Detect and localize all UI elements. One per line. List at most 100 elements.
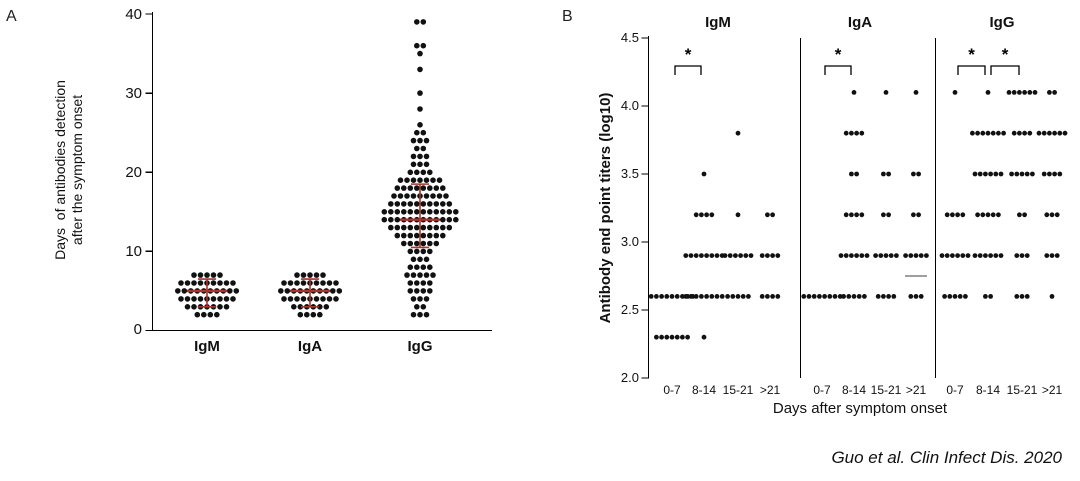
data-dot [420,201,427,207]
data-dot [918,294,924,299]
data-dot [178,296,184,302]
data-dot [775,294,781,299]
data-dot [983,253,988,258]
data-dot [417,90,423,96]
data-dot [417,122,423,128]
data-dot [427,224,433,231]
data-dot [287,296,294,302]
data-dot [407,288,414,294]
data-dot [806,294,812,299]
data-dot [1014,294,1020,299]
data-dot [310,311,317,318]
data-dot [446,224,453,231]
data-dot [420,185,427,191]
data-dot [1049,294,1055,299]
data-dot [410,161,417,168]
panel-b-iga-xtick-8-14: 8-14 [841,383,867,397]
data-dot [983,294,988,299]
data-dot [759,294,765,299]
panel-b-iga-xtick-gt21: >21 [905,383,927,397]
data-dot [1057,130,1063,136]
data-dot [381,216,388,223]
data-dot [420,129,427,136]
data-dot [985,130,991,136]
data-dot [217,296,223,302]
data-dot [394,185,401,191]
data-dot [693,212,699,218]
data-dot [191,296,197,302]
data-dot [420,304,427,310]
data-dot [407,185,414,191]
data-dot [394,201,401,207]
data-dot [227,288,233,294]
data-dot [433,201,440,207]
data-dot [827,294,833,299]
data-dot [313,296,320,302]
panel-b-igm-xtick-15-21: 15-21 [722,383,754,397]
data-dot [1054,253,1060,258]
data-dot [1027,90,1033,95]
data-dot [746,294,751,299]
data-dot [854,171,859,177]
data-dot [735,294,741,299]
data-dot [330,288,336,294]
data-dot [281,296,287,302]
data-dot [846,294,852,299]
panel-b-ytick-45: 4.5 [620,30,639,45]
data-dot [875,294,881,299]
data-dot [908,253,914,258]
data-dot [201,311,207,318]
data-dot [1036,130,1042,136]
data-dot [414,19,420,25]
data-dot [674,334,680,340]
panel-a-y-axis-title-line2: after the symptom onset [69,94,85,246]
data-dot [1022,130,1027,136]
data-dot [175,288,181,294]
data-dot [417,137,423,144]
data-dot [975,212,980,218]
data-dot [765,294,770,299]
data-dot [407,201,414,207]
data-dot [197,296,204,302]
data-dot [765,253,770,258]
data-dot [680,294,685,299]
data-dot [417,66,423,73]
data-dot [397,177,404,183]
data-dot [427,185,433,191]
data-dot [944,253,950,258]
data-dot [326,280,333,286]
data-dot [685,334,690,340]
data-dot [699,253,704,258]
data-dot [433,185,440,191]
data-dot [391,193,397,199]
data-dot [970,130,975,136]
data-dot [181,288,188,294]
data-dot [440,201,446,207]
data-dot [414,304,420,310]
data-dot [453,209,459,215]
data-dot [985,212,991,218]
data-dot [654,334,659,340]
data-dot [1054,212,1060,218]
data-dot [886,171,891,177]
data-dot [404,177,410,183]
data-dot [1049,253,1055,258]
data-dot [191,280,197,286]
data-dot [326,296,333,302]
data-dot [738,253,743,258]
data-dot [407,248,414,255]
data-dot [410,272,417,278]
data-dot [1017,130,1022,136]
data-dot [423,256,430,263]
data-dot [980,212,986,218]
data-dot [414,248,420,255]
data-dot [433,232,440,239]
data-dot [911,171,916,177]
data-dot [401,201,407,207]
data-dot [401,185,407,191]
data-dot [440,216,446,223]
data-dot [394,209,401,215]
panel-a-category-iga: IgA [297,338,323,355]
data-dot [950,212,955,218]
